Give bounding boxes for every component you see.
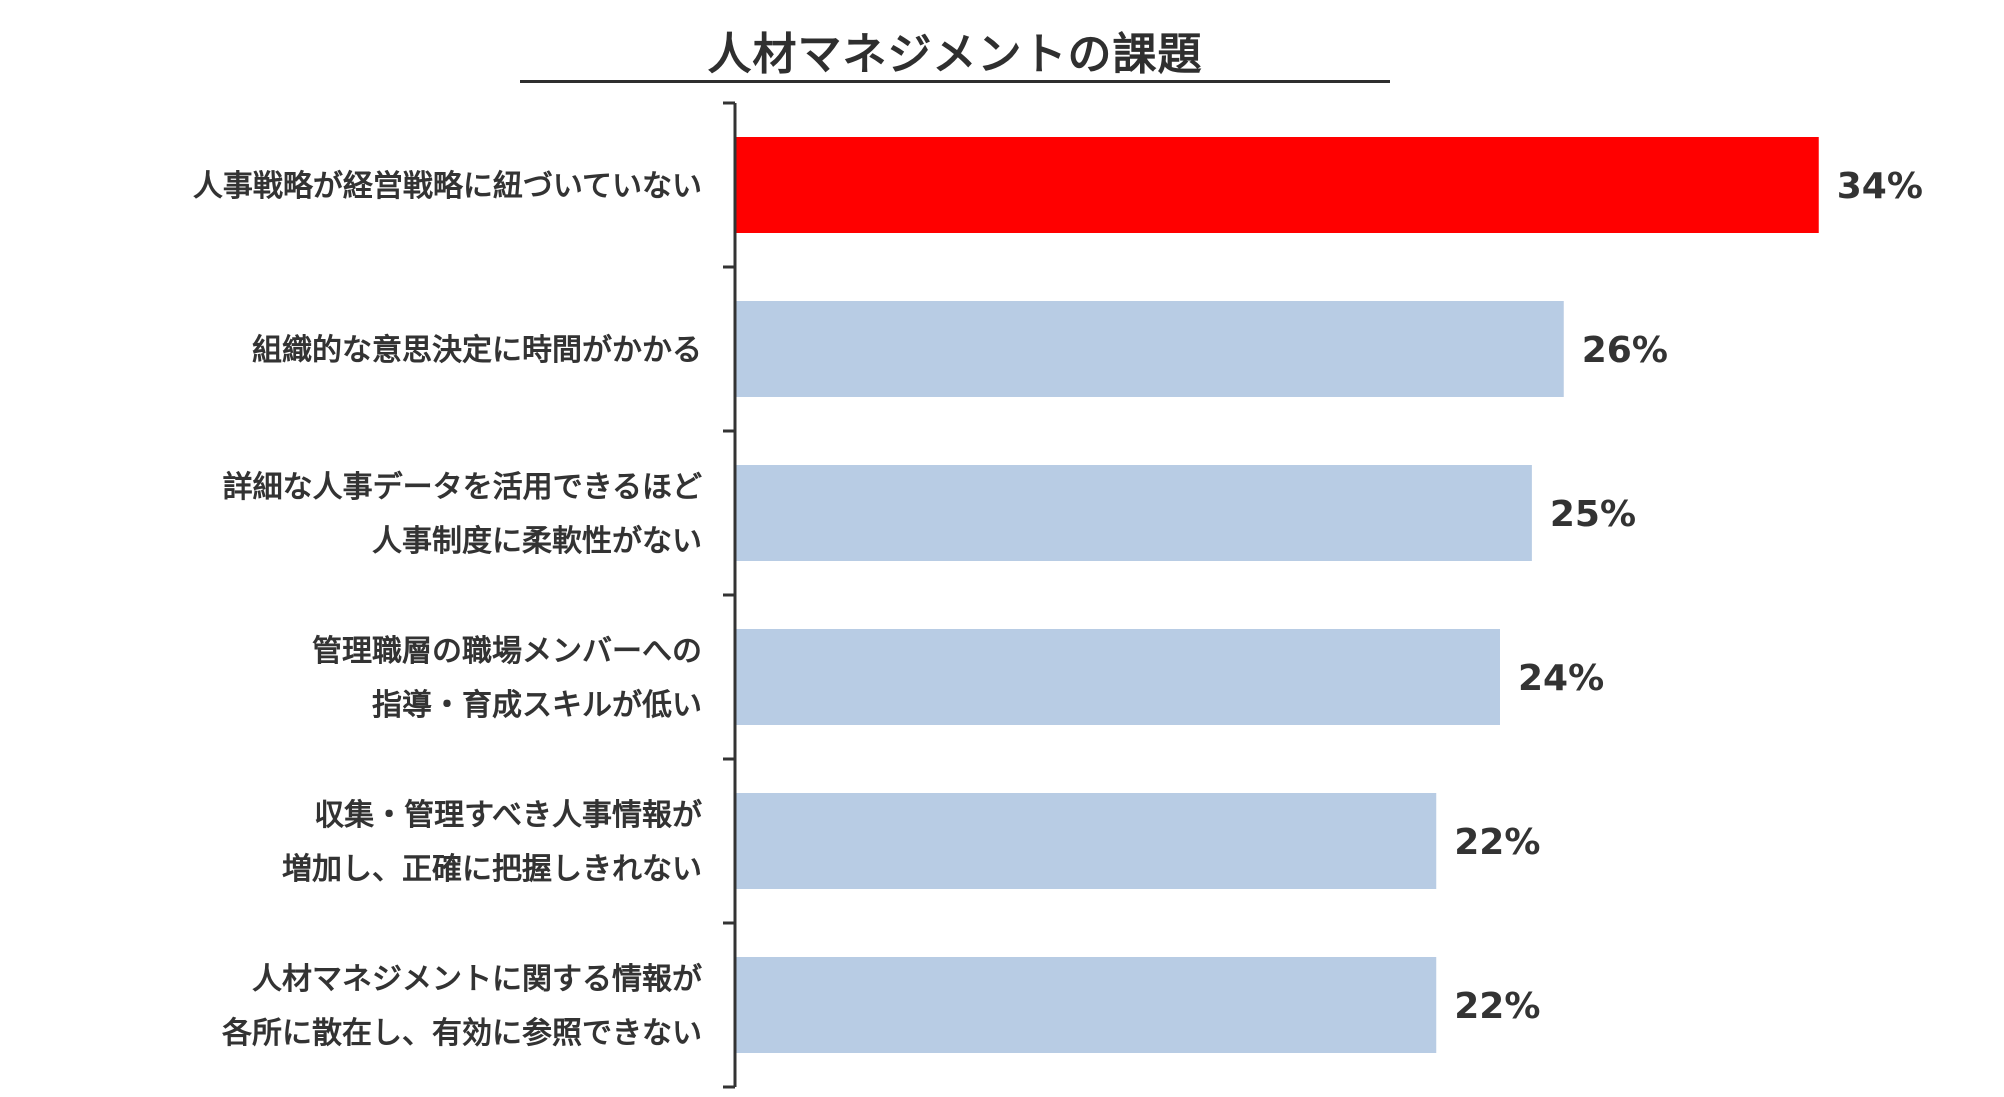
value-label-4: 22% [1454, 822, 1540, 863]
value-labels: 34% 26% 25% 24% 22% 22% [1454, 166, 1923, 1027]
category-label-4-1: 増加し、正確に把握しきれない [282, 852, 702, 887]
value-label-0: 34% [1837, 166, 1923, 207]
bar-3 [735, 629, 1500, 725]
bar-1 [735, 301, 1564, 397]
bar-4 [735, 793, 1437, 889]
title-underline [520, 80, 1390, 83]
bar-5 [735, 957, 1437, 1053]
category-label-3-1: 指導・育成スキルが低い [372, 688, 702, 723]
category-label-4-0: 収集・管理すべき人事情報が [314, 798, 702, 833]
category-labels: 人事戦略が経営戦略に紐づいていない組織的な意思決定に時間がかかる詳細な人事データ… [193, 169, 702, 1051]
category-label-0-0: 人事戦略が経営戦略に紐づいていない [193, 169, 702, 204]
category-label-2-0: 詳細な人事データを活用できるほど [223, 470, 702, 505]
chart-title: 人材マネジメントの課題 [707, 29, 1203, 80]
value-label-2: 25% [1550, 494, 1636, 535]
bars-group [735, 137, 1819, 1053]
value-label-1: 26% [1582, 330, 1668, 371]
bar-2 [735, 465, 1532, 561]
category-label-1-0: 組織的な意思決定に時間がかかる [252, 333, 702, 368]
category-label-2-1: 人事制度に柔軟性がない [372, 524, 702, 559]
category-label-5-0: 人材マネジメントに関する情報が [252, 962, 702, 997]
value-label-5: 22% [1454, 986, 1540, 1027]
category-axis [723, 101, 737, 1089]
category-label-3-0: 管理職層の職場メンバーへの [312, 634, 702, 669]
bar-0 [735, 137, 1819, 233]
category-label-5-1: 各所に散在し、有効に参照できない [221, 1016, 702, 1051]
value-label-3: 24% [1518, 658, 1604, 699]
